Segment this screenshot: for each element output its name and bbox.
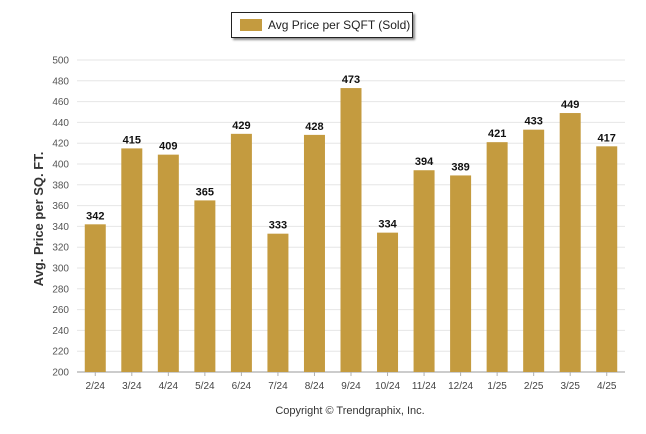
data-label: 428 [305,121,323,133]
y-tick-label: 500 [52,56,69,67]
x-tick-label: 2/24 [86,381,106,392]
y-tick-label: 280 [52,284,69,295]
legend-label: Avg Price per SQFT (Sold) [268,18,411,32]
bar [84,224,106,372]
y-tick-label: 320 [52,243,69,254]
bar [267,233,289,372]
legend-swatch [240,19,262,31]
y-tick-label: 480 [52,76,69,87]
y-tick-label: 340 [52,222,69,233]
x-tick-label: 4/24 [159,381,179,392]
x-tick-label: 3/25 [560,381,580,392]
y-tick-label: 260 [52,305,69,316]
bar [121,148,143,372]
data-label: 417 [598,132,616,144]
bar [523,129,545,372]
data-label: 433 [524,116,542,128]
x-tick-label: 11/24 [412,381,437,392]
x-tick-label: 1/25 [487,381,507,392]
bar [450,175,472,372]
y-tick-label: 200 [52,368,69,379]
data-label: 334 [378,219,397,231]
x-tick-label: 7/24 [268,381,288,392]
bar [413,170,435,372]
x-tick-label: 6/24 [232,381,252,392]
y-tick-label: 240 [52,326,69,337]
x-tick-label: 5/24 [195,381,215,392]
data-label: 421 [488,128,506,140]
bar [486,142,508,372]
bars [84,88,618,372]
y-tick-label: 440 [52,118,69,129]
y-tick-label: 420 [52,139,69,150]
y-tick-label: 360 [52,201,69,212]
bar [157,154,179,372]
x-tick-label: 12/24 [448,381,473,392]
x-tick-label: 2/25 [524,381,544,392]
y-tick-label: 220 [52,347,69,358]
data-label: 429 [232,120,250,132]
data-label: 394 [415,156,434,168]
x-tick-label: 9/24 [341,381,361,392]
data-label: 389 [451,161,469,173]
data-label: 415 [123,134,141,146]
x-tick-label: 4/25 [597,381,617,392]
bar [194,200,216,372]
data-label: 342 [86,210,104,222]
bar [596,146,618,372]
axes: 200 220 240 260 280 300 320 340 360 380 400 420 440 4… [52,56,617,393]
bar [559,113,581,372]
copyright-footer: Copyright © Trendgraphix, Inc. [275,405,424,417]
x-tick-label: 8/24 [305,381,325,392]
x-tick-label: 10/24 [375,381,400,392]
legend: Avg Price per SQFT (Sold) [231,12,413,38]
bar [230,133,252,372]
bar [377,232,399,372]
x-tick-label: 3/24 [122,381,142,392]
data-label: 333 [269,220,287,232]
y-tick-label: 300 [52,264,69,275]
y-tick-label: 380 [52,180,69,191]
bar [303,134,325,372]
data-label: 449 [561,99,579,111]
data-label: 409 [159,141,177,153]
y-tick-label: 460 [52,97,69,108]
y-tick-label: 400 [52,160,69,171]
data-label: 473 [342,74,360,86]
bar [340,88,362,372]
y-axis-title: Avg. Price per SQ. FT. [31,152,46,287]
data-label: 365 [196,186,214,198]
data-labels: 342 415 409 365 429 333 428 473 334 394 389 421 433 4… [86,74,616,232]
